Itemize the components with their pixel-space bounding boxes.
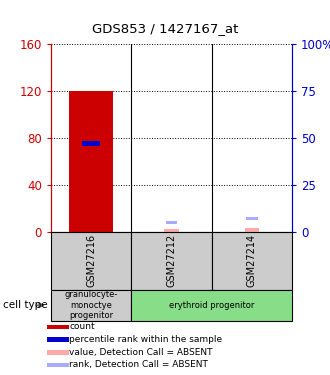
Text: count: count	[69, 322, 95, 332]
Text: GSM27212: GSM27212	[167, 234, 177, 287]
Text: granulocyte-
monoctye
progenitor: granulocyte- monoctye progenitor	[65, 290, 118, 320]
Bar	[166, 220, 177, 224]
Text: GDS853 / 1427167_at: GDS853 / 1427167_at	[92, 22, 238, 35]
Bar	[47, 350, 69, 354]
Bar	[164, 229, 179, 232]
Text: erythroid progenitor: erythroid progenitor	[169, 301, 254, 310]
Bar	[47, 325, 69, 329]
Bar	[246, 217, 257, 220]
Bar	[51, 290, 131, 321]
Bar	[212, 232, 292, 290]
Bar	[47, 363, 69, 367]
Bar	[47, 338, 69, 342]
Text: cell type: cell type	[3, 300, 48, 310]
Bar	[245, 228, 259, 232]
Bar	[51, 232, 131, 290]
Bar	[82, 141, 100, 146]
Text: rank, Detection Call = ABSENT: rank, Detection Call = ABSENT	[69, 360, 208, 369]
Text: value, Detection Call = ABSENT: value, Detection Call = ABSENT	[69, 348, 213, 357]
Bar	[131, 232, 212, 290]
Bar	[69, 91, 114, 232]
Text: GSM27216: GSM27216	[86, 234, 96, 287]
Bar	[131, 290, 292, 321]
Text: GSM27214: GSM27214	[247, 234, 257, 287]
Text: percentile rank within the sample: percentile rank within the sample	[69, 335, 222, 344]
